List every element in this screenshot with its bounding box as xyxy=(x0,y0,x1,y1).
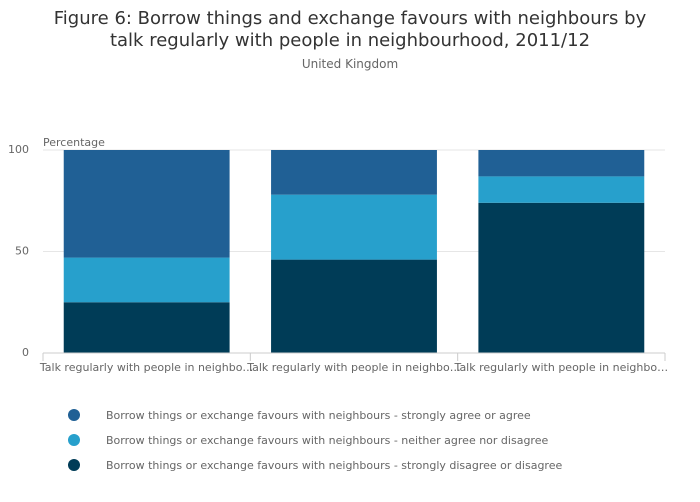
chart-title: Figure 6: Borrow things and exchange fav… xyxy=(53,8,647,51)
x-tick-label: Talk regularly with people in neighbo… xyxy=(39,361,254,374)
chart-subtitle: United Kingdom xyxy=(301,57,399,71)
y-tick-label: 100 xyxy=(8,143,29,156)
legend-marker xyxy=(68,409,80,421)
y-tick-label: 0 xyxy=(22,346,29,359)
y-tick-label: 50 xyxy=(15,245,29,258)
x-tick-label: Talk regularly with people in neighbo… xyxy=(454,361,669,374)
x-tick-label: Talk regularly with people in neighbo… xyxy=(246,361,461,374)
bar-segment xyxy=(478,176,645,203)
bar-segment xyxy=(63,150,230,258)
legend-label: Borrow things or exchange favours with n… xyxy=(106,459,562,472)
bar-segment xyxy=(271,259,437,353)
legend-label: Borrow things or exchange favours with n… xyxy=(106,409,531,422)
legend-marker xyxy=(68,434,80,446)
bar-segment xyxy=(63,257,230,303)
legend-marker xyxy=(68,459,80,471)
bar-segment xyxy=(478,202,645,353)
bar-segment xyxy=(63,302,230,353)
bar-segment xyxy=(271,194,437,260)
bar-segment xyxy=(478,150,645,177)
legend-label: Borrow things or exchange favours with n… xyxy=(106,434,548,447)
bar-segment xyxy=(271,150,437,195)
y-axis-label: Percentage xyxy=(43,136,105,149)
